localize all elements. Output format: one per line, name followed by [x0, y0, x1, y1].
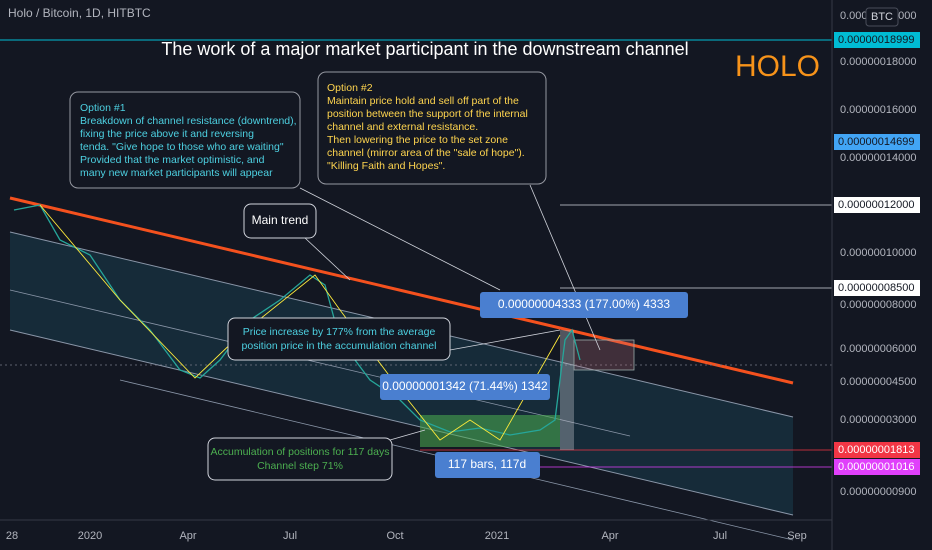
bars-label: 117 bars, 117d — [448, 457, 526, 471]
projection-zone — [573, 339, 635, 371]
price-label: 0.00000010000 — [840, 247, 916, 259]
increase-box — [227, 317, 451, 361]
price-badge-label: 0.00000008500 — [838, 282, 914, 294]
measure-box — [480, 292, 688, 318]
annotation-line: Option #2 — [327, 82, 373, 94]
bars-box — [435, 452, 540, 478]
price-label: 0.00000006000 — [840, 343, 916, 355]
price-badge — [834, 442, 920, 458]
measure-box — [380, 374, 550, 400]
currency-label[interactable]: BTC — [871, 11, 893, 23]
callout-line — [449, 329, 561, 351]
annotation-line: Breakdown of channel resistance (downtre… — [80, 115, 297, 127]
time-label: Jul — [283, 530, 297, 542]
channel-line — [9, 289, 631, 437]
annotation-line: channel (mirror area of the "sale of hop… — [327, 147, 525, 159]
price-badge-label: 0.00000012000 — [838, 199, 914, 211]
annotation-line: channel and external resistance. — [327, 121, 478, 133]
annotation-line: position between the support of the inte… — [327, 108, 528, 120]
time-label: 28 — [6, 530, 18, 542]
annotation-line: "Killing Faith and Hopes". — [327, 160, 445, 172]
measure-label: 0.00000001342 (71.44%) 1342 — [382, 379, 548, 393]
currency-button[interactable] — [865, 7, 899, 27]
option2-box — [317, 71, 547, 185]
callout-line — [304, 237, 351, 281]
accumulation-box — [207, 437, 393, 481]
price-badge-label: 0.00000018999 — [838, 34, 914, 46]
price-badge-label: 0.00000001016 — [838, 461, 914, 473]
annotation-line: Provided that the market optimistic, and — [80, 154, 265, 166]
price-label: 0.00000018000 — [840, 56, 916, 68]
channel-line — [9, 329, 794, 516]
option1-box — [69, 91, 301, 189]
annotation-line: fixing the price above it and reversing — [80, 128, 254, 140]
annotation-line: Option #1 — [80, 102, 126, 114]
price-label: 0.00000014000 — [840, 152, 916, 164]
callout-line — [389, 429, 426, 441]
annotation-line: position price in the accumulation chann… — [242, 340, 437, 352]
price-badge — [834, 197, 920, 213]
annotation-line: Accumulation of positions for 117 days — [211, 446, 390, 458]
annotation-line: tenda. "Give hope to those who are waiti… — [80, 141, 284, 153]
measure-label: 0.00000004333 (177.00%) 4333 — [498, 297, 670, 311]
price-label: 0.00000000900 — [840, 486, 916, 498]
time-label: Oct — [386, 530, 403, 542]
annotation-line: many new market participants will appear — [80, 167, 273, 179]
resistance-line — [9, 196, 794, 385]
price-label: 0.00000004500 — [840, 376, 916, 388]
price-badge — [834, 459, 920, 475]
symbol: Holo / Bitcoin, 1D, HITBTC — [8, 6, 151, 20]
channel-fill — [10, 232, 793, 515]
wave-path — [39, 204, 561, 441]
callout-line — [529, 184, 601, 351]
price-label: 0.00000016000 — [840, 104, 916, 116]
time-label: Sep — [787, 530, 807, 542]
title: The work of a major market participant i… — [161, 39, 688, 59]
ticker: HOLO — [735, 50, 820, 83]
price-badge — [834, 32, 920, 48]
price-badge — [834, 280, 920, 296]
trend-box — [243, 203, 317, 239]
annotation-line: Price increase by 177% from the average — [243, 326, 436, 338]
time-label: 2020 — [78, 530, 102, 542]
time-label: 2021 — [485, 530, 509, 542]
annotation-line: Maintain price hold and sell off part of… — [327, 95, 519, 107]
price-badge-label: 0.00000001813 — [838, 444, 914, 456]
price-badge — [834, 134, 920, 150]
time-label: Jul — [713, 530, 727, 542]
annotation-line: Then lowering the price to the set zone — [327, 134, 508, 146]
time-label: Apr — [601, 530, 618, 542]
callout-line — [299, 187, 501, 291]
measure-zone — [560, 330, 574, 450]
callout-lines — [299, 184, 601, 441]
trend-label: Main trend — [252, 213, 309, 227]
price-badge-label: 0.00000014699 — [838, 136, 914, 148]
annotation-line: Channel step 71% — [257, 460, 343, 472]
price-label: 0.00000008000 — [840, 299, 916, 311]
time-label: Apr — [179, 530, 196, 542]
price-label: 0.00000003000 — [840, 414, 916, 426]
